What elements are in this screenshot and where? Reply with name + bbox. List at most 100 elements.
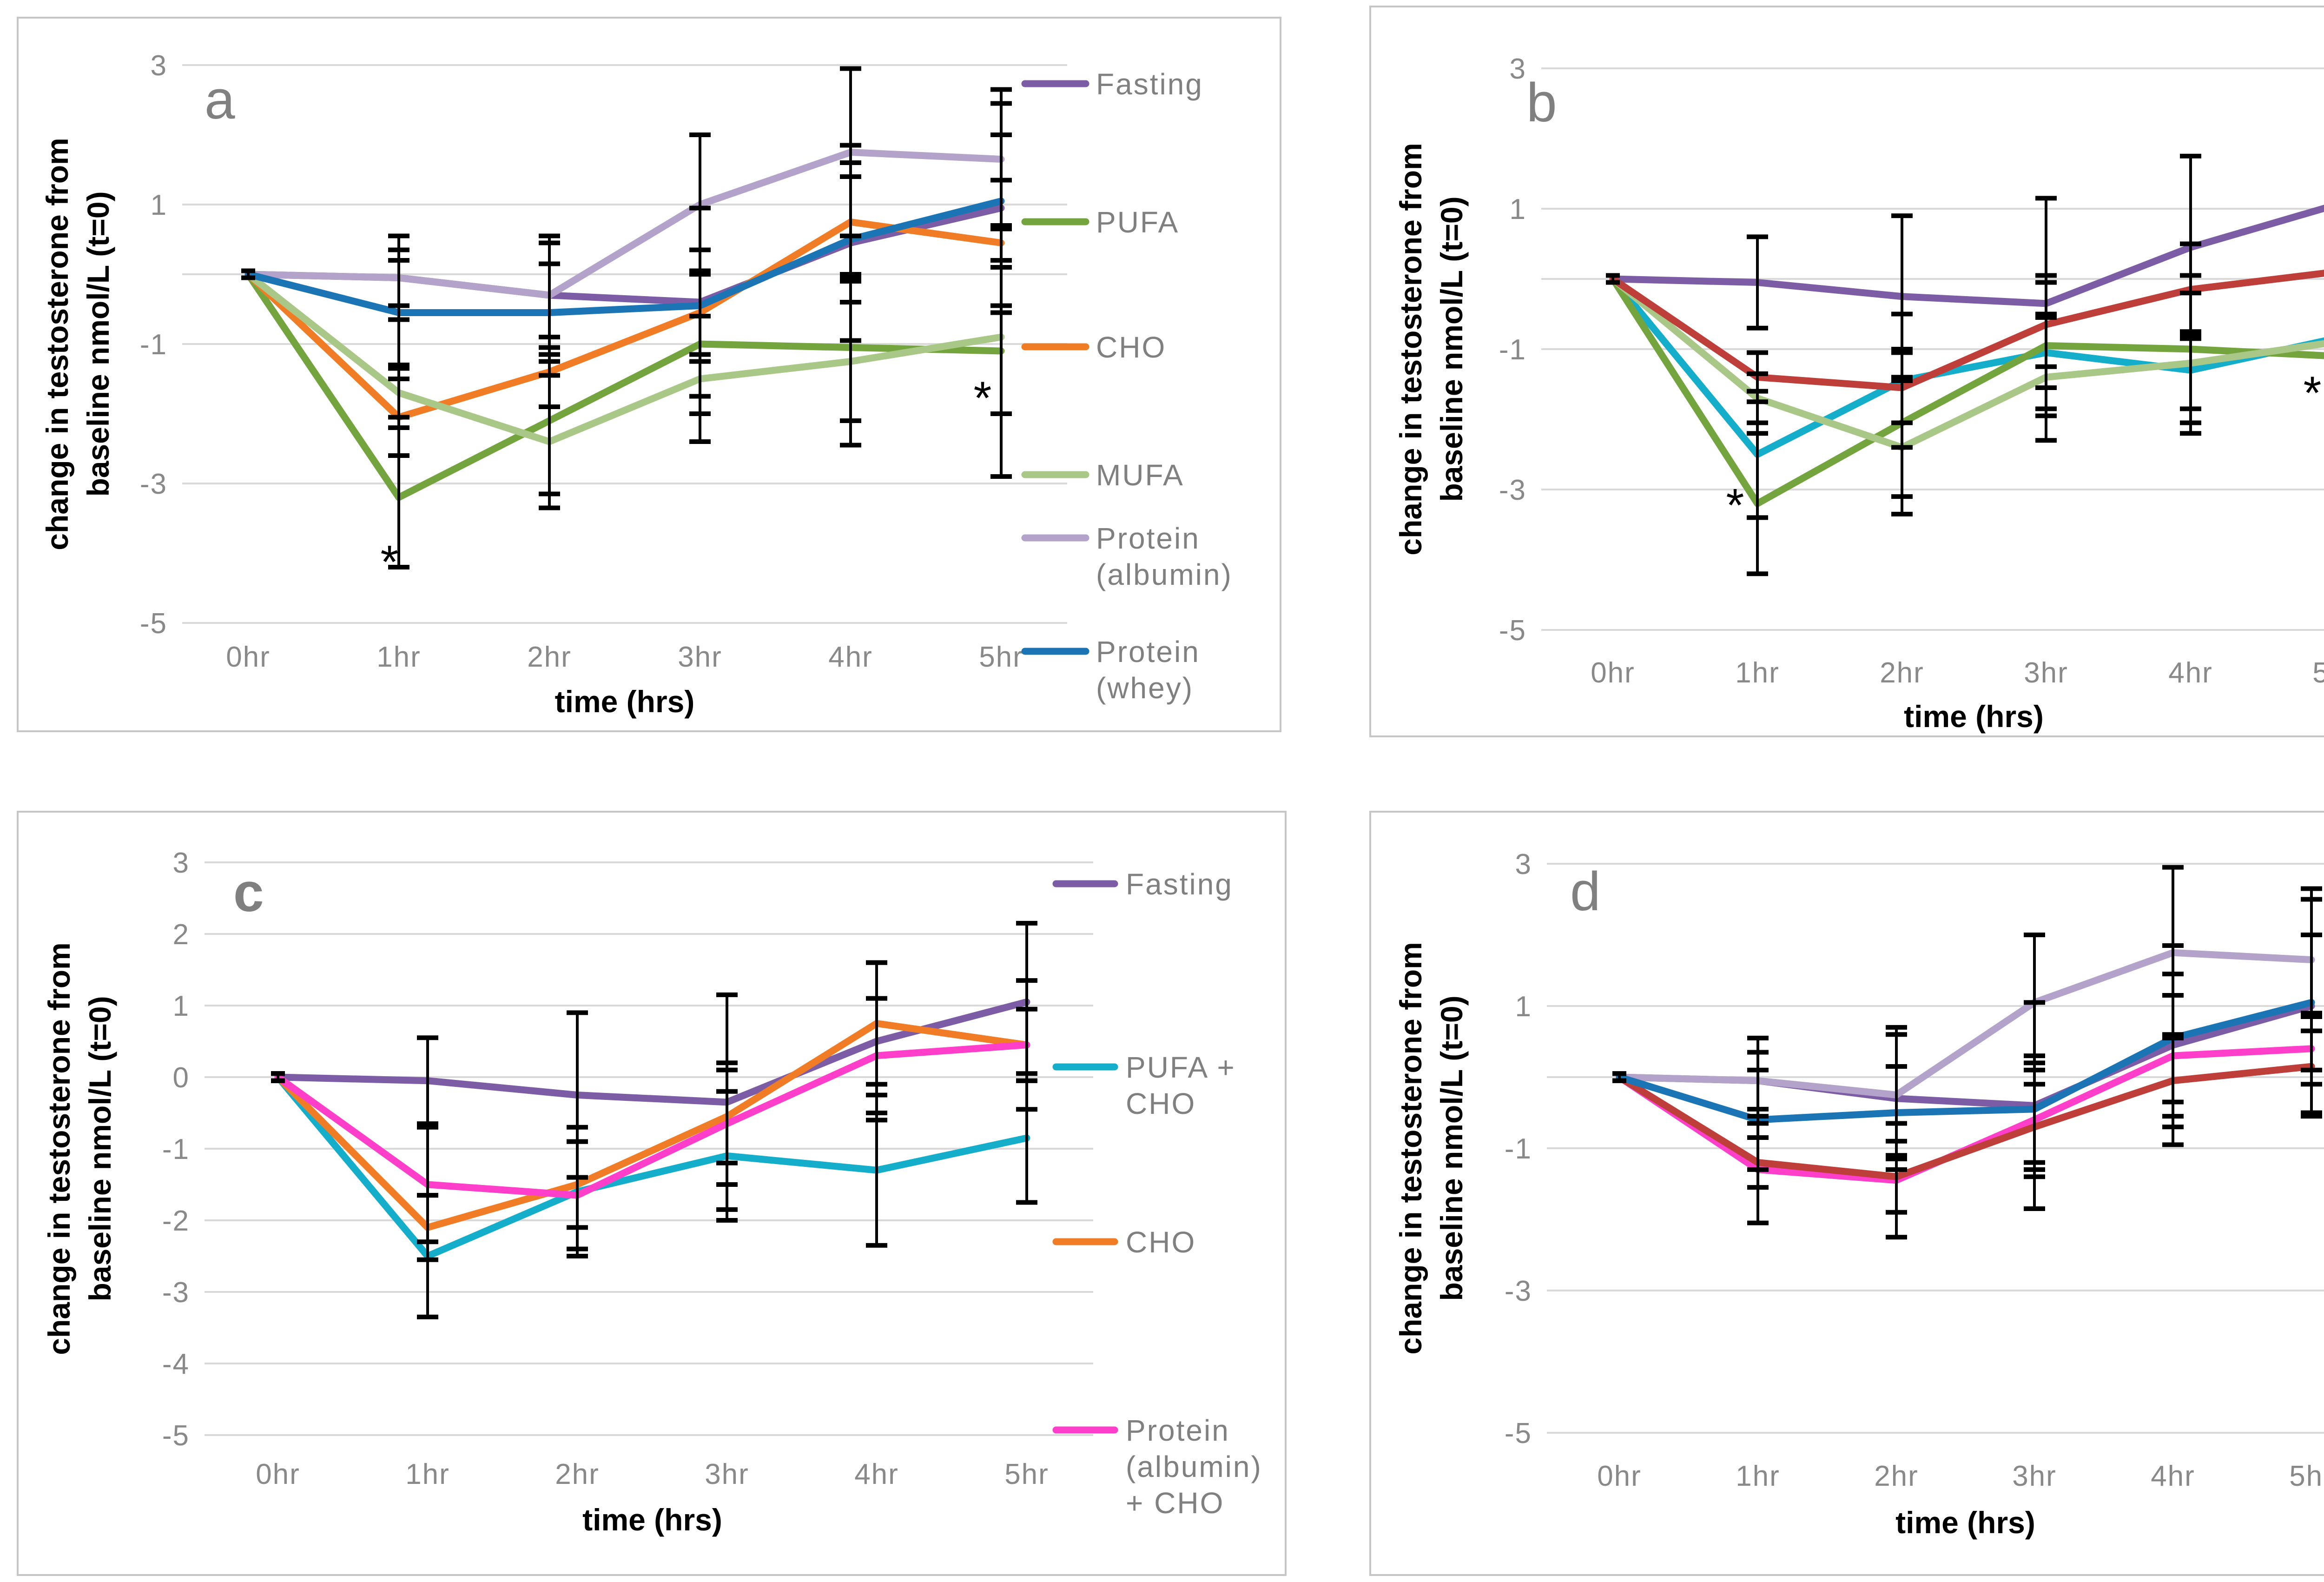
y-axis-title-line: baseline nmol/L (t=0) (1434, 995, 1469, 1301)
y-tick-label: 0 (173, 1062, 190, 1094)
legend-label: (whey) (1096, 671, 1194, 705)
y-tick-label: -1 (140, 329, 167, 361)
x-tick-label: 2hr (527, 641, 572, 673)
y-axis-title-line: change in testosterone from (1393, 143, 1428, 556)
x-tick-label: 1hr (1736, 1460, 1780, 1492)
y-axis-title-line: change in testosterone from (42, 942, 76, 1355)
series-line-albumin_cho (274, 1041, 1030, 1199)
y-tick-label: 3 (173, 847, 190, 879)
series-line-albumin (244, 149, 1005, 299)
significance-asterisk: * (974, 372, 992, 424)
panel-letter-d: d (1570, 861, 1601, 922)
x-tick-label: 3hr (2024, 657, 2068, 689)
y-tick-label: 3 (1510, 53, 1526, 85)
legend-label: MUFA (1096, 458, 1184, 492)
legend-item-cho: CHO (1052, 1225, 1196, 1259)
series-line-albumin_cho (1616, 1045, 2315, 1184)
chart-a: 3 1 -1 -3 -5 0hr 1hr 2hr 3hr 4hr 5hr * * a change in t… (40, 50, 1233, 719)
x-tick-label: 4hr (2168, 657, 2213, 689)
significance-asterisk: * (381, 536, 399, 588)
x-tick-label: 5hr (979, 641, 1023, 673)
x-tick-label: 2hr (1874, 1460, 1919, 1492)
legend-label: Protein (1096, 522, 1200, 555)
series-line-albumin_pufa (1609, 270, 2324, 391)
series-line-whey (244, 198, 1005, 316)
y-tick-label: 1 (151, 189, 167, 221)
legend-label: (albumin) (1096, 558, 1233, 591)
x-tick-label: 3hr (2012, 1460, 2057, 1492)
x-tick-label: 5hr (2312, 657, 2324, 689)
y-tick-label: -1 (1505, 1133, 1532, 1165)
chart-b: 3 1 -1 -3 -5 0hr 1hr 2hr 3hr 4hr 5hr * * b change in t… (1393, 53, 2324, 734)
legend-label: Protein (1096, 635, 1200, 669)
series-line-fasting (1609, 205, 2324, 307)
series-line-whey (1616, 999, 2315, 1124)
x-axis-title: time (hrs) (582, 1503, 722, 1537)
x-axis-title: time (hrs) (1895, 1505, 2035, 1540)
legend-label: CHO (1126, 1225, 1196, 1259)
legend-item-pufa_cho: PUFA +CHO (1052, 1051, 1236, 1120)
x-tick-label: 0hr (1591, 657, 1635, 689)
y-tick-label: -3 (140, 468, 167, 500)
error-bars-whey (1612, 933, 2322, 1172)
legend-label: Fasting (1126, 867, 1233, 901)
legend-label: (albumin) (1126, 1450, 1262, 1483)
x-tick-label: 2hr (555, 1458, 600, 1490)
legend-label: CHO (1096, 331, 1166, 364)
x-tick-label: 1hr (1735, 657, 1780, 689)
series-line-pufa_cho (1609, 275, 2324, 458)
error-bars-cho (271, 960, 1037, 1262)
y-tick-label: -1 (1499, 334, 1526, 366)
y-tick-label: -3 (1505, 1275, 1532, 1307)
x-tick-label: 3hr (705, 1458, 749, 1490)
error-bars-pufa_cho (271, 1071, 1037, 1319)
series-line-pufa (1609, 275, 2324, 507)
series-line-pufa (244, 271, 1005, 501)
chart-c: 3 2 1 0 -1 -2 -3 -4 -5 0hr 1hr 2hr 3hr 4hr 5hr c change … (42, 847, 1262, 1537)
legend-label: PUFA + (1126, 1051, 1236, 1084)
series-line-albumin_pufa (1616, 1063, 2315, 1180)
series-line-albumin (1616, 949, 2315, 1099)
y-tick-label: 2 (173, 919, 190, 951)
y-axis-title-line: baseline nmol/L (t=0) (81, 191, 115, 496)
legend-item-albumin_cho: Protein(albumin)+ CHO (1052, 1414, 1262, 1520)
series-line-mufa (1609, 275, 2324, 451)
x-tick-label: 5hr (1004, 1458, 1049, 1490)
x-tick-label: 3hr (678, 641, 722, 673)
error-bars-albumin_pufa (1606, 241, 2201, 425)
y-tick-label: -4 (162, 1348, 190, 1380)
x-tick-label: 0hr (226, 641, 271, 673)
panel-b: 3 1 -1 -3 -5 0hr 1hr 2hr 3hr 4hr 5hr * * b change in t… (1369, 6, 2324, 737)
panel-c: 3 2 1 0 -1 -2 -3 -4 -5 0hr 1hr 2hr 3hr 4hr 5hr c change … (17, 811, 1287, 1576)
y-axis-title-line: baseline nmol/L (t=0) (1434, 196, 1469, 502)
x-axis-title: time (hrs) (555, 684, 695, 719)
series-line-fasting (244, 205, 1005, 306)
y-tick-label: 1 (1515, 991, 1532, 1023)
y-tick-label: -5 (162, 1420, 190, 1452)
legend-label: + CHO (1126, 1486, 1224, 1520)
y-tick-label: 1 (173, 990, 190, 1022)
x-tick-label: 4hr (854, 1458, 899, 1490)
y-tick-label: -5 (1505, 1417, 1532, 1450)
error-bars-fasting (271, 920, 1037, 1212)
panel-letter-c: c (233, 862, 264, 923)
y-tick-label: -3 (1499, 474, 1526, 506)
series-line-cho (274, 1020, 1030, 1231)
legend-label: Fasting (1096, 67, 1203, 101)
series-line-pufa_cho (274, 1073, 1030, 1260)
y-tick-label: 3 (151, 50, 167, 82)
legend-item-fasting: Fasting (1052, 867, 1233, 901)
y-tick-label: -5 (140, 608, 167, 640)
y-axis-title-line: change in testosterone from (40, 138, 74, 550)
y-tick-label: 3 (1515, 848, 1532, 880)
series-line-cho (244, 218, 1005, 421)
panel-a: 3 1 -1 -3 -5 0hr 1hr 2hr 3hr 4hr 5hr * * a change in t… (17, 17, 1281, 732)
legend-item-fasting: Fasting (1021, 67, 1203, 101)
x-tick-label: 0hr (256, 1458, 300, 1490)
panel-letter-b: b (1526, 72, 1557, 133)
x-tick-label: 4hr (828, 641, 873, 673)
legend-item-mufa: MUFA (1021, 458, 1184, 492)
x-tick-label: 1hr (405, 1458, 450, 1490)
y-tick-label: -1 (162, 1133, 190, 1165)
series-line-fasting (274, 998, 1030, 1106)
